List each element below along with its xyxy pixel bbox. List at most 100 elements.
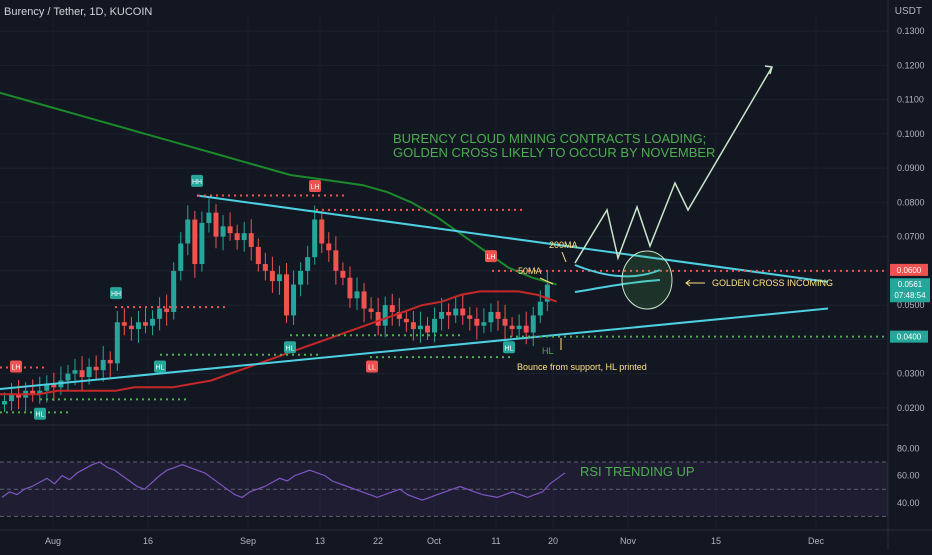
candle-body bbox=[157, 308, 163, 319]
candle-body bbox=[276, 274, 282, 282]
candle-body bbox=[93, 366, 99, 371]
candle-body bbox=[262, 264, 268, 271]
candle-body bbox=[114, 322, 120, 364]
candle-body bbox=[340, 270, 346, 278]
projection-path bbox=[574, 66, 773, 264]
candle-body bbox=[298, 270, 304, 285]
candle-body bbox=[44, 383, 50, 391]
candle-body bbox=[481, 322, 487, 326]
pivot-tag bbox=[10, 360, 22, 373]
pivot-tag bbox=[284, 341, 296, 354]
chart-header: Burency / Tether, 1D, KUCOIN bbox=[4, 6, 152, 18]
time-tick-label: Dec bbox=[808, 536, 825, 546]
candle-body bbox=[467, 315, 473, 319]
ma200-label: 200MA bbox=[549, 240, 578, 250]
rsi-line bbox=[1, 461, 566, 501]
price-tick-label: 0.0900 bbox=[897, 163, 925, 173]
candle-body bbox=[425, 325, 430, 333]
price-tick-label: 0.1200 bbox=[897, 60, 925, 70]
candle-body bbox=[234, 233, 240, 241]
support-price-box bbox=[890, 330, 928, 343]
candle-body bbox=[417, 325, 423, 330]
candle-body bbox=[150, 318, 156, 326]
candle-body bbox=[439, 311, 445, 319]
pivot-tag bbox=[34, 407, 46, 420]
price-tick-label: 0.1300 bbox=[897, 26, 925, 36]
candle-body bbox=[312, 219, 318, 258]
last-price-label: 0.0561 bbox=[898, 280, 923, 289]
pivot-tag-label: HL bbox=[36, 412, 45, 419]
pivot-tag-label: LH bbox=[311, 184, 320, 191]
pivot-tag-label: HL bbox=[505, 345, 514, 352]
pivot-tag bbox=[485, 250, 497, 263]
ma50-arrow bbox=[539, 277, 554, 285]
rsi-tick-label: 60.00 bbox=[897, 471, 920, 481]
candle-body bbox=[333, 250, 339, 271]
candle-body bbox=[135, 322, 141, 330]
candle-body bbox=[121, 322, 127, 326]
candle-body bbox=[185, 219, 191, 244]
rsi-annotation: RSI TRENDING UP bbox=[580, 464, 695, 479]
time-tick-label: Nov bbox=[620, 536, 637, 546]
time-tick-label: 11 bbox=[491, 536, 500, 546]
price-tick-label: 0.1000 bbox=[897, 129, 925, 139]
candle-body bbox=[37, 390, 43, 395]
level-price-label: 0.0600 bbox=[897, 266, 922, 275]
candle-body bbox=[255, 246, 261, 265]
candle-body bbox=[72, 370, 78, 374]
candle-body bbox=[213, 212, 219, 237]
candle-body bbox=[51, 383, 57, 388]
bounce-label: Bounce from support, HL printed bbox=[517, 362, 647, 372]
ma200-arrow bbox=[561, 251, 567, 263]
candle-body bbox=[396, 311, 402, 319]
price-tick-label: 0.0800 bbox=[897, 197, 925, 207]
candle-body bbox=[2, 401, 7, 405]
headline-line1: BURENCY CLOUD MINING CONTRACTS LOADING; bbox=[393, 131, 706, 146]
hl-label: HL bbox=[542, 346, 554, 356]
time-tick-label: 22 bbox=[373, 536, 383, 546]
candle-body bbox=[509, 325, 515, 330]
candle-body bbox=[502, 318, 508, 326]
pivot-tag-label: HH bbox=[192, 179, 202, 186]
time-tick-label: 13 bbox=[315, 536, 325, 546]
candle-body bbox=[269, 270, 275, 282]
candle-body bbox=[227, 226, 233, 234]
candle-body bbox=[291, 284, 297, 316]
time-tick-label: 16 bbox=[143, 536, 153, 546]
candle-body bbox=[432, 318, 438, 333]
support-price-label: 0.0400 bbox=[897, 333, 922, 342]
rsi-tick-label: 40.00 bbox=[897, 498, 920, 508]
candle-body bbox=[319, 219, 325, 244]
candle-body bbox=[474, 318, 480, 326]
candle-body bbox=[368, 308, 374, 312]
candle-body bbox=[241, 233, 247, 241]
pivot-tag bbox=[154, 360, 166, 373]
candle-body bbox=[516, 325, 522, 330]
level-price-box bbox=[890, 263, 928, 276]
candle-body bbox=[488, 311, 494, 323]
pivot-tag bbox=[110, 287, 122, 300]
candle-body bbox=[16, 394, 22, 398]
pivot-tag bbox=[309, 179, 321, 192]
candle-body bbox=[523, 325, 529, 333]
candle-body bbox=[86, 366, 92, 378]
candle-body bbox=[178, 243, 184, 271]
resistance-trendline bbox=[196, 194, 829, 283]
axis-unit: USDT bbox=[894, 6, 922, 17]
candle-body bbox=[544, 284, 550, 302]
ma50-label: 50MA bbox=[518, 266, 542, 276]
pivot-tag bbox=[191, 174, 203, 187]
candle-body bbox=[107, 359, 113, 364]
candle-body bbox=[305, 257, 311, 271]
support-trendline bbox=[0, 307, 829, 391]
time-tick-label: Oct bbox=[427, 536, 442, 546]
candle-body bbox=[375, 311, 381, 326]
symbol-title: Burency / Tether, 1D, KUCOIN bbox=[4, 6, 153, 18]
candle-body bbox=[453, 308, 459, 316]
rsi-tick-label: 80.00 bbox=[897, 443, 920, 453]
pivot-tag bbox=[503, 341, 515, 354]
candle-body bbox=[143, 322, 148, 326]
candle-body bbox=[530, 315, 536, 333]
